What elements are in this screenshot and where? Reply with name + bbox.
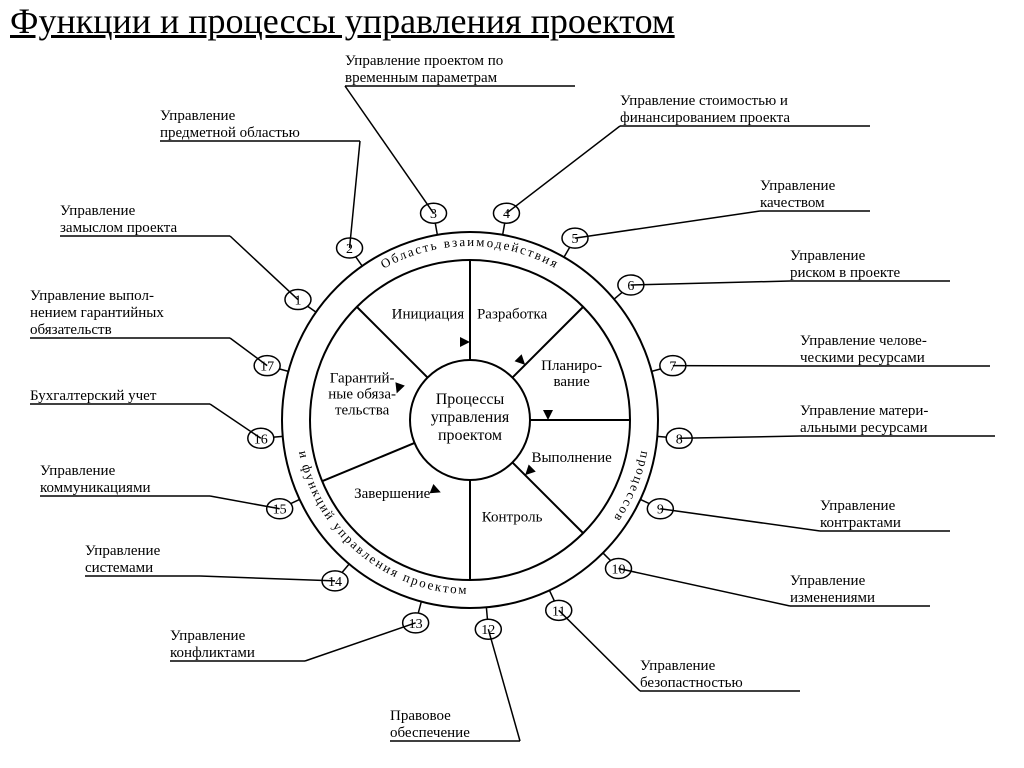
function-label: Управление проектом повременным параметр… <box>345 53 503 86</box>
function-label: Управлениеконфликтами <box>170 628 255 661</box>
function-label: Правовоеобеспечение <box>390 708 470 741</box>
svg-text:9: 9 <box>657 503 664 518</box>
svg-text:6: 6 <box>627 279 634 294</box>
segment-label: Разработка <box>477 306 548 322</box>
svg-text:1: 1 <box>294 294 301 309</box>
function-label: Управлениекачеством <box>760 178 836 211</box>
function-label: Бухгалтерский учет <box>30 388 157 404</box>
function-label: Управлениезамыслом проекта <box>60 203 177 236</box>
function-label: Управлениекоммуникациями <box>40 463 150 496</box>
segment-label: Выполнение <box>531 450 612 466</box>
segment-label: Планиро-вание <box>541 358 602 390</box>
svg-text:7: 7 <box>669 360 676 375</box>
center-label: Процессыуправленияпроектом <box>431 391 510 444</box>
svg-text:14: 14 <box>328 575 342 590</box>
segment-label: Контроль <box>482 510 543 526</box>
function-label: Управлениепредметной областью <box>160 108 300 141</box>
function-label: Управление челове-ческими ресурсами <box>800 333 927 366</box>
svg-text:11: 11 <box>552 604 565 619</box>
function-label: Управлениеизменениями <box>790 573 875 606</box>
function-label: Управлениесистемами <box>85 543 161 576</box>
segment-label: Гарантий-ные обяза-тельства <box>328 371 396 419</box>
function-label: Управлениеконтрактами <box>820 498 901 531</box>
function-label: Управлениебезопастностью <box>640 658 743 691</box>
svg-text:8: 8 <box>676 432 683 447</box>
function-label: Управление выпол-нением гарантийныхобяза… <box>30 288 164 338</box>
segment-label: Инициация <box>392 306 465 322</box>
function-label: Управление стоимостью ифинансированием п… <box>620 93 790 126</box>
segment-label: Завершение <box>354 486 431 502</box>
svg-text:5: 5 <box>572 232 579 247</box>
diagram-svg: Инициация Разработка Планиро-вание Выполнен… <box>0 0 1024 768</box>
svg-text:15: 15 <box>273 503 287 518</box>
svg-text:4: 4 <box>503 207 510 222</box>
function-label: Управлениериском в проекте <box>790 248 901 281</box>
function-label: Управление матери-альными ресурсами <box>800 403 928 436</box>
